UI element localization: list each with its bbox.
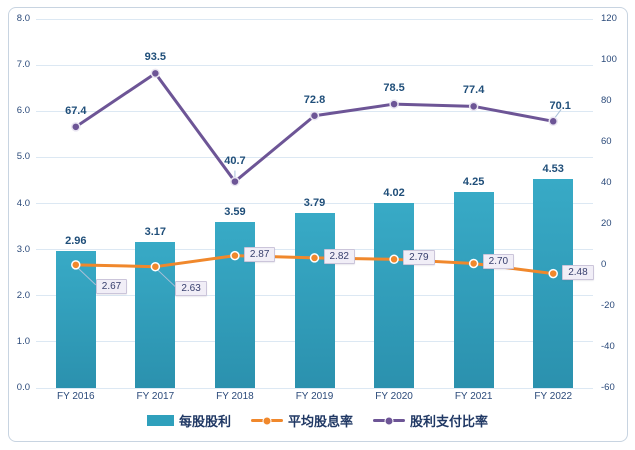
bar-value-label: 2.96 (65, 235, 87, 248)
right-axis-tick-20: 20 (601, 218, 612, 229)
left-axis-tick-6.0: 6.0 (16, 105, 30, 117)
bar-fy-2017 (135, 241, 176, 388)
right-axis-tick--60: -60 (601, 382, 615, 393)
legend-label: 平均股息率 (287, 414, 353, 429)
bar-value-label: 4.53 (542, 163, 564, 176)
bar-series-swatch (146, 415, 174, 426)
dividend-yield-callout: 2.87 (243, 246, 276, 262)
gridline-0 (36, 387, 593, 389)
dividend-yield-callout: 2.79 (403, 250, 435, 266)
dividend-yield-callout: 2.70 (482, 254, 515, 270)
line-series-swatch (250, 416, 283, 425)
x-axis-label-fy-2016: FY 2016 (56, 391, 95, 402)
legend-item-2: 平均股息率 (250, 411, 353, 430)
payout-ratio-label: 72.8 (303, 93, 326, 106)
line-series-dot (262, 416, 272, 425)
right-axis-tick-0: 0 (601, 259, 607, 270)
line-series-dot (384, 416, 394, 425)
left-axis-tick-5.0: 5.0 (16, 151, 30, 163)
bar-value-label: 4.25 (462, 175, 485, 188)
x-axis-label-fy-2022: FY 2022 (534, 391, 573, 402)
legend-label: 股利支付比率 (410, 414, 489, 429)
bar-fy-2021 (453, 191, 494, 388)
bar-value-label: 4.02 (383, 186, 405, 199)
payout-ratio-label: 40.7 (224, 154, 246, 167)
left-axis-tick-1.0: 1.0 (16, 335, 30, 347)
right-axis-tick-80: 80 (601, 95, 612, 106)
left-axis-tick-2.0: 2.0 (16, 289, 30, 301)
x-axis-label-fy-2017: FY 2017 (136, 391, 175, 402)
gridline-4 (36, 203, 593, 204)
bar-fy-2022 (533, 179, 574, 388)
left-axis-tick-7.0: 7.0 (16, 59, 30, 71)
x-axis-label-fy-2020: FY 2020 (375, 391, 413, 402)
bar-fy-2020 (374, 202, 415, 388)
bar-fy-2016 (55, 251, 96, 388)
payout-ratio-label: 70.1 (549, 100, 571, 113)
dividend-yield-callout: 2.67 (95, 278, 128, 294)
x-axis-label-fy-2018: FY 2018 (216, 391, 254, 402)
left-axis-tick-8.0: 8.0 (16, 13, 30, 24)
gridline-8 (36, 18, 593, 20)
payout-ratio-label: 78.5 (383, 82, 405, 95)
payout-ratio-label: 67.4 (65, 104, 87, 117)
bar-value-label: 3.59 (224, 206, 246, 219)
gridline-5 (36, 156, 593, 158)
legend-item-1: 每股股利 (146, 411, 231, 430)
dividend-yield-callout: 2.82 (323, 248, 355, 264)
right-axis-tick--40: -40 (601, 341, 615, 352)
dividend-yield-callout: 2.48 (562, 264, 594, 280)
gridline-7 (36, 64, 593, 66)
payout-ratio-label: 93.5 (144, 51, 167, 64)
left-axis-tick-3.0: 3.0 (16, 243, 30, 255)
legend-label: 每股股利 (178, 414, 231, 429)
line-series-swatch (373, 416, 405, 425)
legend: 每股股利 平均股息率 股利支付比率 (0, 411, 635, 430)
right-axis-tick-100: 100 (601, 54, 617, 65)
right-axis-tick--20: -20 (601, 300, 615, 311)
payout-ratio-label: 77.4 (462, 84, 485, 97)
bar-value-label: 3.79 (303, 197, 326, 210)
right-axis-tick-120: 120 (601, 13, 617, 24)
bar-value-label: 3.17 (144, 225, 167, 238)
left-axis-tick-0.0: 0.0 (16, 382, 30, 393)
legend-item-3: 股利支付比率 (373, 411, 488, 430)
right-axis-tick-60: 60 (601, 136, 612, 147)
bar-fy-2019 (294, 213, 335, 388)
left-axis-tick-4.0: 4.0 (16, 197, 30, 209)
x-axis-label-fy-2019: FY 2019 (295, 391, 334, 402)
dividend-yield-callout: 2.63 (175, 280, 207, 296)
right-axis-tick-40: 40 (601, 177, 612, 188)
x-axis-label-fy-2021: FY 2021 (454, 391, 493, 402)
gridline-6 (36, 110, 593, 112)
